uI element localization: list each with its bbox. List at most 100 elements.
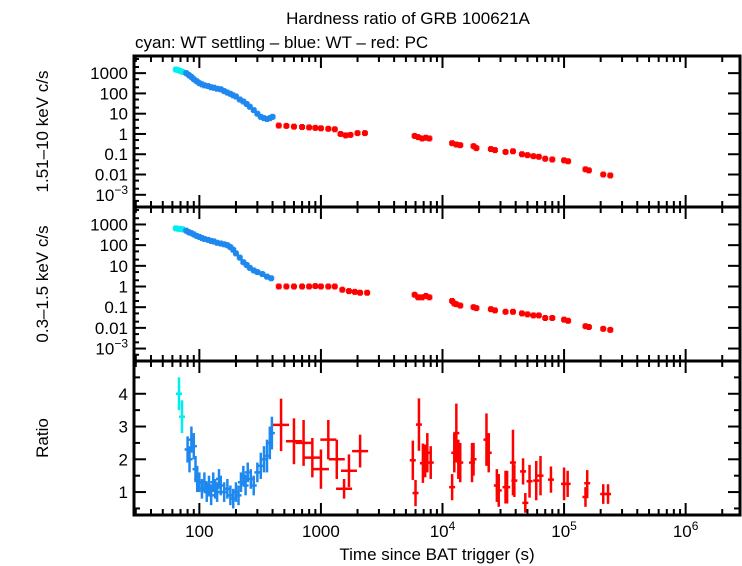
- data-point: [485, 433, 492, 473]
- chart-title: Hardness ratio of GRB 100621A: [286, 9, 530, 28]
- data-point: [214, 482, 221, 502]
- data-point: [427, 446, 434, 479]
- y-axis-label: 1.51–10 keV c/s: [33, 71, 52, 193]
- data-point: [175, 377, 182, 411]
- y-tick-label: 10−3: [95, 337, 128, 359]
- data-point: [246, 103, 253, 110]
- data-point: [585, 167, 592, 174]
- data-point: [290, 283, 297, 290]
- data-point: [412, 479, 419, 507]
- data-point: [520, 458, 527, 485]
- data-point: [524, 152, 531, 159]
- y-tick-label: 0.1: [104, 145, 128, 164]
- y-tick-label: 3: [119, 418, 128, 437]
- data-point: [339, 286, 346, 293]
- data-point: [352, 434, 369, 468]
- x-tick-label: 100: [185, 522, 213, 541]
- data-point: [357, 289, 364, 296]
- data-point: [312, 449, 329, 489]
- data-point: [299, 283, 306, 290]
- data-point: [607, 326, 614, 333]
- series-wt: [183, 227, 275, 282]
- data-point: [325, 125, 332, 132]
- panel-frame: [132, 205, 742, 363]
- data-point: [457, 442, 464, 483]
- data-point: [317, 125, 324, 132]
- data-point: [179, 400, 186, 434]
- y-tick-label-exponent: −3: [114, 183, 128, 197]
- data-point: [600, 325, 607, 332]
- data-point: [312, 283, 319, 290]
- data-point: [217, 475, 224, 496]
- y-tick-label: 1000: [90, 64, 128, 83]
- series-pc: [273, 398, 612, 513]
- data-point: [275, 122, 282, 129]
- data-point: [582, 487, 589, 507]
- data-point: [470, 442, 477, 476]
- data-point: [325, 283, 332, 290]
- data-point: [584, 470, 591, 497]
- data-point: [364, 289, 371, 296]
- data-point: [530, 153, 537, 160]
- data-point: [607, 172, 614, 179]
- data-point: [306, 283, 313, 290]
- x-tick-label: 104: [430, 519, 456, 541]
- data-point: [426, 294, 433, 301]
- data-point: [320, 419, 337, 460]
- y-tick-label: 10: [109, 257, 128, 276]
- data-point: [331, 283, 338, 290]
- data-point: [547, 466, 554, 493]
- data-point: [235, 485, 242, 506]
- data-point: [535, 153, 542, 160]
- data-point: [564, 470, 571, 497]
- data-point: [242, 475, 249, 496]
- data-point: [449, 474, 456, 501]
- data-point: [190, 433, 197, 460]
- y-tick-label: 100: [100, 84, 128, 103]
- data-point: [345, 288, 352, 295]
- data-point: [502, 308, 509, 315]
- panel-frame: [132, 359, 742, 517]
- y-tick-label: 0.1: [104, 298, 128, 317]
- data-point: [340, 454, 357, 488]
- y-tick-label: 1: [119, 483, 128, 502]
- y-tick-label: 100: [100, 236, 128, 255]
- data-point: [250, 107, 257, 114]
- data-point: [336, 478, 353, 499]
- data-point: [259, 271, 266, 278]
- x-tick-label-exponent: 4: [449, 519, 456, 533]
- data-point: [509, 429, 516, 496]
- data-point: [502, 148, 509, 155]
- data-point: [208, 485, 215, 506]
- data-point: [273, 398, 290, 452]
- data-point: [457, 142, 464, 149]
- data-point: [518, 310, 525, 317]
- data-point: [328, 439, 345, 479]
- data-point: [306, 124, 313, 131]
- series-wt_settling: [175, 377, 186, 434]
- data-point: [495, 474, 502, 507]
- data-point: [361, 130, 368, 137]
- data-point: [275, 283, 282, 290]
- series-wt: [183, 70, 276, 122]
- x-tick-label-exponent: 6: [692, 519, 699, 533]
- data-point: [254, 110, 261, 117]
- data-point: [535, 312, 542, 319]
- data-point: [585, 324, 592, 331]
- data-point: [268, 275, 275, 282]
- data-point: [491, 147, 498, 154]
- chart-subtitle: cyan: WT settling – blue: WT – red: PC: [135, 33, 428, 52]
- data-point: [509, 308, 516, 315]
- data-point: [473, 145, 480, 152]
- data-point: [285, 418, 302, 465]
- data-point: [283, 283, 290, 290]
- y-tick-label: 10: [109, 105, 128, 124]
- x-tick-label: 1000: [302, 522, 340, 541]
- series-wt: [184, 416, 275, 509]
- y-tick-label: 0.01: [95, 166, 128, 185]
- data-point: [565, 317, 572, 324]
- data-point: [331, 126, 338, 133]
- y-tick-label: 4: [119, 385, 128, 404]
